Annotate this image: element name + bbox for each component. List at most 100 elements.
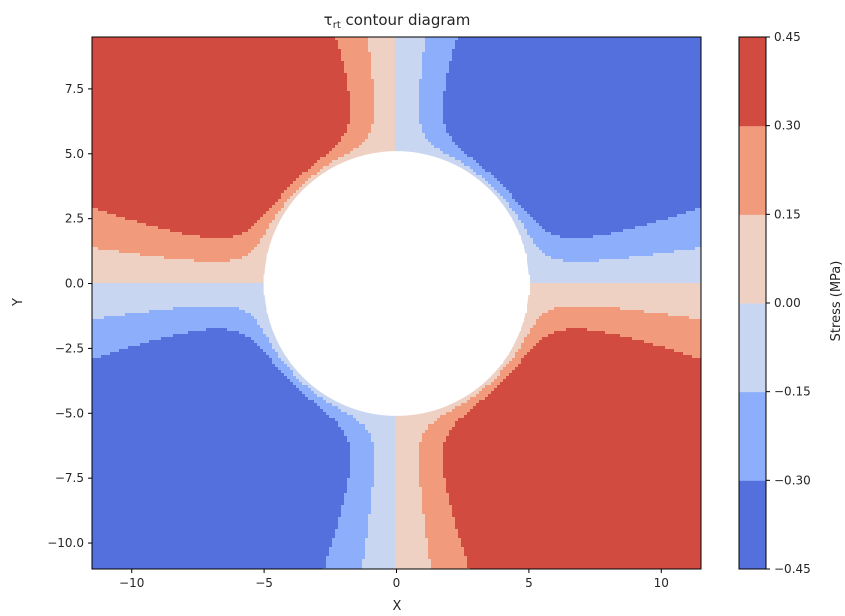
contour-cell xyxy=(128,325,132,329)
contour-cell xyxy=(113,61,117,65)
contour-cell xyxy=(110,544,114,548)
contour-cell xyxy=(98,403,102,407)
contour-cell xyxy=(119,91,123,95)
contour-cell xyxy=(113,424,117,428)
contour-cell xyxy=(131,532,135,536)
contour-cell xyxy=(98,121,102,125)
contour-cell xyxy=(116,214,120,218)
contour-cell xyxy=(113,541,117,545)
contour-cell xyxy=(104,175,108,179)
contour-cell xyxy=(113,451,117,455)
contour-cell xyxy=(107,250,111,254)
contour-cell xyxy=(119,376,123,380)
contour-cell xyxy=(149,334,153,338)
contour-cell xyxy=(122,286,126,290)
contour-cell xyxy=(113,97,117,101)
contour-cell xyxy=(137,235,141,239)
contour-cell xyxy=(92,211,96,215)
contour-cell xyxy=(149,415,153,419)
contour-cell xyxy=(140,295,144,299)
contour-cell xyxy=(113,229,117,233)
contour-cell xyxy=(134,475,138,479)
contour-cell xyxy=(137,178,141,182)
contour-cell xyxy=(137,490,141,494)
contour-cell xyxy=(131,193,135,197)
contour-cell xyxy=(107,511,111,515)
contour-cell xyxy=(131,325,135,329)
contour-cell xyxy=(131,82,135,86)
contour-cell xyxy=(113,535,117,539)
contour-cell xyxy=(131,295,135,299)
contour-cell xyxy=(125,415,129,419)
contour-cell xyxy=(149,277,153,281)
contour-cell xyxy=(122,256,126,260)
contour-cell xyxy=(134,76,138,80)
contour-cell xyxy=(128,484,132,488)
contour-cell xyxy=(98,538,102,542)
contour-cell xyxy=(116,265,120,269)
contour-cell xyxy=(137,139,141,143)
contour-cell xyxy=(134,199,138,203)
contour-cell xyxy=(104,208,108,212)
contour-cell xyxy=(107,70,111,74)
contour-cell xyxy=(146,385,150,389)
contour-cell xyxy=(128,475,132,479)
contour-cell xyxy=(110,397,114,401)
contour-cell xyxy=(101,274,105,278)
contour-cell xyxy=(140,337,144,341)
contour-cell xyxy=(116,367,120,371)
contour-cell xyxy=(119,277,123,281)
contour-cell xyxy=(143,559,147,563)
contour-cell xyxy=(107,286,111,290)
contour-cell xyxy=(92,520,96,524)
contour-cell xyxy=(101,280,105,284)
contour-cell xyxy=(104,64,108,68)
contour-cell xyxy=(146,394,150,398)
contour-cell xyxy=(128,46,132,50)
contour-cell xyxy=(128,121,132,125)
contour-cell xyxy=(131,187,135,191)
contour-cell xyxy=(122,328,126,332)
contour-cell xyxy=(104,547,108,551)
contour-cell xyxy=(131,202,135,206)
contour-cell xyxy=(149,244,153,248)
contour-cell xyxy=(92,142,96,146)
contour-cell xyxy=(149,379,153,383)
contour-cell xyxy=(134,67,138,71)
contour-cell xyxy=(101,247,105,251)
contour-cell xyxy=(107,481,111,485)
contour-cell xyxy=(110,463,114,467)
contour-cell xyxy=(101,343,105,347)
contour-cell xyxy=(134,544,138,548)
contour-cell xyxy=(98,556,102,560)
contour-cell xyxy=(113,517,117,521)
contour-cell xyxy=(119,76,123,80)
contour-cell xyxy=(143,40,147,44)
contour-cell xyxy=(98,196,102,200)
contour-cell xyxy=(110,433,114,437)
contour-cell xyxy=(131,421,135,425)
contour-cell xyxy=(110,283,114,287)
contour-cell xyxy=(104,55,108,59)
contour-cell xyxy=(119,94,123,98)
contour-cell xyxy=(104,472,108,476)
contour-cell xyxy=(92,364,96,368)
contour-cell xyxy=(131,547,135,551)
contour-cell xyxy=(116,70,120,74)
contour-cell xyxy=(92,397,96,401)
contour-cell xyxy=(134,445,138,449)
contour-cell xyxy=(125,229,129,233)
contour-cell xyxy=(125,304,129,308)
contour-cell xyxy=(95,385,99,389)
contour-cell xyxy=(95,217,99,221)
contour-cell xyxy=(143,490,147,494)
contour-cell xyxy=(122,43,126,47)
contour-cell xyxy=(104,490,108,494)
contour-cell xyxy=(134,313,138,317)
contour-cell xyxy=(140,202,144,206)
contour-cell xyxy=(122,199,126,203)
contour-cell xyxy=(137,103,141,107)
contour-cell xyxy=(110,85,114,89)
contour-cell xyxy=(119,286,123,290)
contour-cell xyxy=(98,94,102,98)
